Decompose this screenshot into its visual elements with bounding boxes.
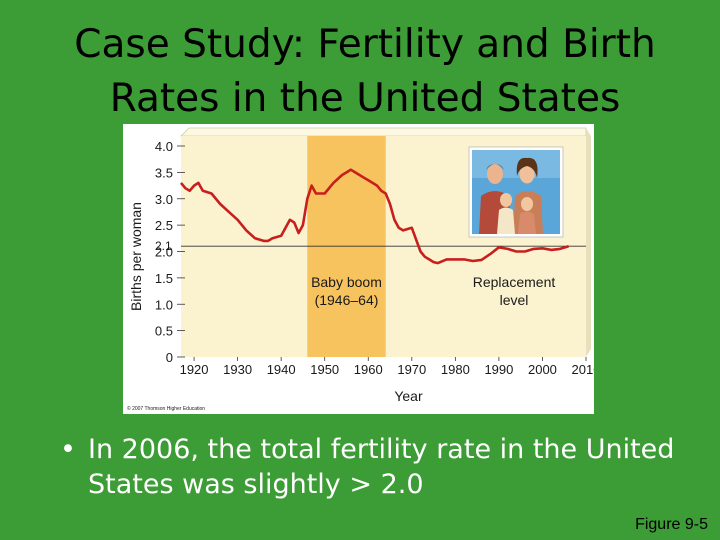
slide-title-line-1: Case Study: Fertility and Birth [74,22,656,67]
chart-layer: 2.1 0 0.5 1.0 1.5 2.0 2.5 3.0 3.5 4.0 1920 1930 1940… [128,136,594,404]
x-tick-label: 1920 [180,362,209,377]
y-tick-label: 2.5 [155,218,173,233]
x-tick-label: 1960 [354,362,383,377]
x-tick-label: 1930 [223,362,252,377]
y-tick-label: 2.0 [155,245,173,260]
fertility-chart: 2.1 0 0.5 1.0 1.5 2.0 2.5 3.0 3.5 4.0 1920 1930 1940… [123,124,594,414]
copyright-text: © 2007 Thomson Higher Education [127,405,205,412]
figure-label: Figure 9-5 [635,516,708,533]
bullet-marker: • [60,434,76,465]
chart-top-wall [180,127,587,137]
x-tick-label: 2000 [528,362,557,377]
reference-line-label: 2.1 [155,239,172,253]
y-tick-label: 3.5 [155,165,173,180]
chart-right-wall [586,128,591,357]
x-axis-label: Year [394,388,423,404]
replacement-label-line-1: Replacement [473,274,556,290]
bullet-text: In 2006, the total fertility rate in the… [88,434,675,500]
slide-title-line-2: Rates in the United States [109,76,621,121]
y-tick-label: 0.5 [155,324,173,339]
x-tick-label: 2010 [572,362,594,377]
y-tick-label: 1.5 [155,271,173,286]
family-photo [468,146,564,238]
y-axis-label: Births per woman [128,202,144,311]
y-tick-label: 0 [166,350,173,365]
x-tick-label: 1970 [397,362,426,377]
y-tick-label: 3.0 [155,192,173,207]
baby-boom-label-line-1: Baby boom [311,274,382,290]
x-tick-label: 1940 [267,362,296,377]
replacement-label-line-2: level [500,292,529,308]
x-tick-label: 1990 [484,362,513,377]
y-tick-label: 4.0 [155,139,173,154]
x-tick-label: 1980 [441,362,470,377]
x-tick-label: 1950 [310,362,339,377]
fertility-rate-line [179,168,569,265]
baby-boom-label-line-2: (1946–64) [315,292,379,308]
y-tick-label: 1.0 [155,297,173,312]
